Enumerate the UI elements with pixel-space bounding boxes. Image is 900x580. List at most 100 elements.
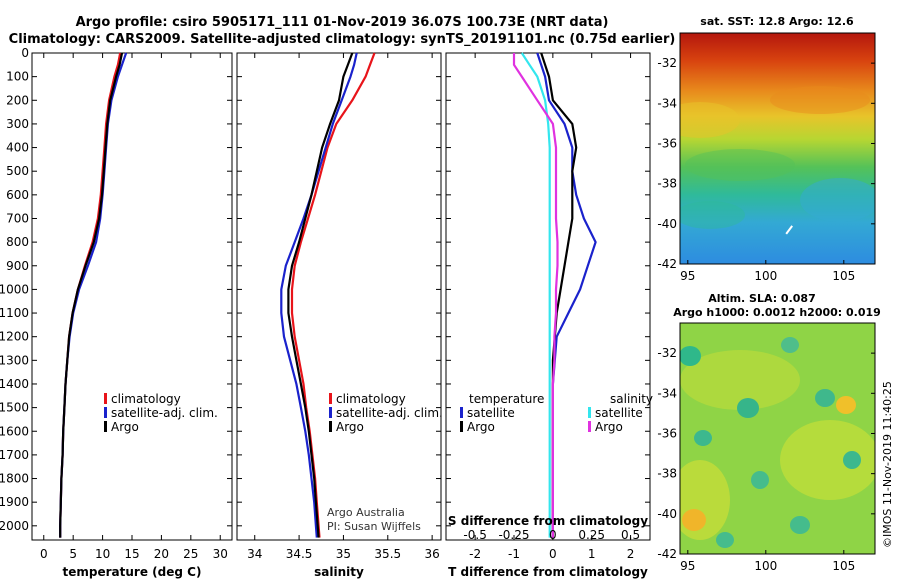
s-diff-tick-label: -0.5 [463, 528, 486, 542]
map-x-tick-label: 105 [832, 559, 855, 573]
x-tick-label: 1 [588, 547, 596, 561]
legend-label-argo: Argo [336, 420, 364, 434]
x-tick-label: 34.5 [286, 547, 313, 561]
y-tick-label: 2000 [0, 519, 29, 533]
sla-blob [780, 420, 875, 500]
map-x-tick-label: 95 [680, 269, 695, 283]
sla-cool-eddy [694, 430, 712, 446]
argo-position-marker [785, 225, 793, 235]
difference-legend: temperature satellite Argo salinity sate… [460, 392, 653, 434]
y-tick-label: 300 [6, 117, 29, 131]
x-axis-label: salinity [314, 565, 364, 579]
x-tick-label: 10 [95, 547, 110, 561]
legend-swatch-s-argo [588, 421, 591, 432]
salinity-legend: climatology satellite-adj. clim. Argo Ar… [327, 392, 443, 533]
x-axis-label: T difference from climatology [448, 565, 648, 579]
y-tick-label: 1300 [0, 353, 29, 367]
s-diff-tick-label: 0.5 [621, 528, 640, 542]
temperature-legend: climatology satellite-adj. clim. Argo [104, 392, 218, 434]
imos-timestamp: ©IMOS 11-Nov-2019 11:40:25 [881, 381, 894, 548]
x-tick-label: 5 [69, 547, 77, 561]
y-tick-label: 200 [6, 93, 29, 107]
title-line-1: Argo profile: csiro 5905171_111 01-Nov-2… [76, 15, 609, 30]
sst-blob [685, 149, 795, 181]
map-y-tick-label: -40 [657, 217, 677, 231]
map-x-tick-label: 95 [680, 559, 695, 573]
x-tick-label: 20 [154, 547, 169, 561]
map-y-tick-label: -34 [657, 96, 677, 110]
x-tick-label: -2 [469, 547, 481, 561]
sla-warm-spot [836, 396, 856, 414]
diff-line-temperature-satellite [536, 52, 597, 538]
x-tick-label: -1 [508, 547, 520, 561]
map-y-tick-label: -38 [657, 467, 677, 481]
map-x-tick-label: 100 [754, 269, 777, 283]
map-y-tick-label: -38 [657, 177, 677, 191]
sla-cool-eddy [751, 471, 769, 489]
series-line-argo [287, 52, 354, 538]
y-tick-label: 1900 [0, 495, 29, 509]
diff-line-temperature-argo [540, 52, 578, 538]
legend-label-climatology: climatology [336, 392, 406, 406]
legend-swatch-satellite [104, 407, 107, 418]
legend-swatch-climatology [329, 393, 332, 404]
legend-swatch-argo [329, 421, 332, 432]
map-x-tick-label: 100 [754, 559, 777, 573]
sla-warm-spot [682, 509, 706, 531]
credit-line-1: Argo Australia [327, 506, 405, 519]
credit-line-2: PI: Susan Wijffels [327, 520, 421, 533]
sla-map-title-2: Argo h1000: 0.0012 h2000: 0.019 [673, 306, 881, 319]
sst-map-title: sat. SST: 12.8 Argo: 12.6 [700, 15, 854, 28]
map-y-tick-label: -32 [657, 56, 677, 70]
y-tick-label: 400 [6, 141, 29, 155]
legend-label-s-argo: Argo [595, 420, 623, 434]
plot-frame [445, 52, 651, 541]
y-tick-label: 500 [6, 164, 29, 178]
x-tick-label: 35.5 [374, 547, 401, 561]
series-line-argo [59, 52, 124, 538]
sla-cool-eddy [843, 451, 861, 469]
legend-label-t-argo: Argo [467, 420, 495, 434]
legend-label-satellite: satellite-adj. clim. [111, 406, 218, 420]
sla-blob [680, 350, 800, 410]
legend-swatch-argo [104, 421, 107, 432]
legend-swatch-s-satellite [588, 407, 591, 418]
map-y-tick-label: -34 [657, 386, 677, 400]
map-y-tick-label: -36 [657, 426, 677, 440]
legend-swatch-satellite [329, 407, 332, 418]
legend-heading-temperature: temperature [469, 392, 544, 406]
map-x-tick-label: 105 [832, 269, 855, 283]
x-tick-label: 15 [124, 547, 139, 561]
x-tick-label: 35 [336, 547, 351, 561]
sla-map-title-1: Altim. SLA: 0.087 [708, 292, 815, 305]
temperature-panel: 0100200300400500600700800900100011001200… [0, 46, 233, 579]
sst-blob [800, 178, 875, 222]
map-y-tick-label: -36 [657, 136, 677, 150]
sst-axes: 95 100 105 -32 -34 -36 -38 -40 -42 [657, 56, 875, 283]
map-y-tick-label: -32 [657, 346, 677, 360]
x-tick-label: 0 [40, 547, 48, 561]
y-tick-label: 0 [21, 46, 29, 60]
x-tick-label: 2 [627, 547, 635, 561]
title-line-2: Climatology: CARS2009. Satellite-adjuste… [9, 32, 676, 47]
legend-label-climatology: climatology [111, 392, 181, 406]
salinity-panel: 34 34.5 35 35.5 36 salinity [236, 52, 442, 579]
series-line-climatology [59, 52, 122, 538]
y-tick-label: 1000 [0, 282, 29, 296]
y-tick-label: 900 [6, 259, 29, 273]
x-tick-label: 30 [213, 547, 228, 561]
sla-cool-eddy [815, 389, 835, 407]
sst-blob [680, 201, 745, 229]
x-tick-label: 0 [549, 547, 557, 561]
legend-swatch-climatology [104, 393, 107, 404]
legend-label-s-satellite: satellite [595, 406, 643, 420]
sla-cool-eddy [790, 516, 810, 534]
legend-swatch-t-argo [460, 421, 463, 432]
y-tick-label: 1500 [0, 401, 29, 415]
sla-cool-eddy [737, 398, 759, 418]
x-tick-label: 36 [424, 547, 439, 561]
x-tick-label: 34 [247, 547, 262, 561]
plot-frame [236, 52, 442, 541]
y-tick-label: 1200 [0, 330, 29, 344]
y-tick-label: 800 [6, 235, 29, 249]
